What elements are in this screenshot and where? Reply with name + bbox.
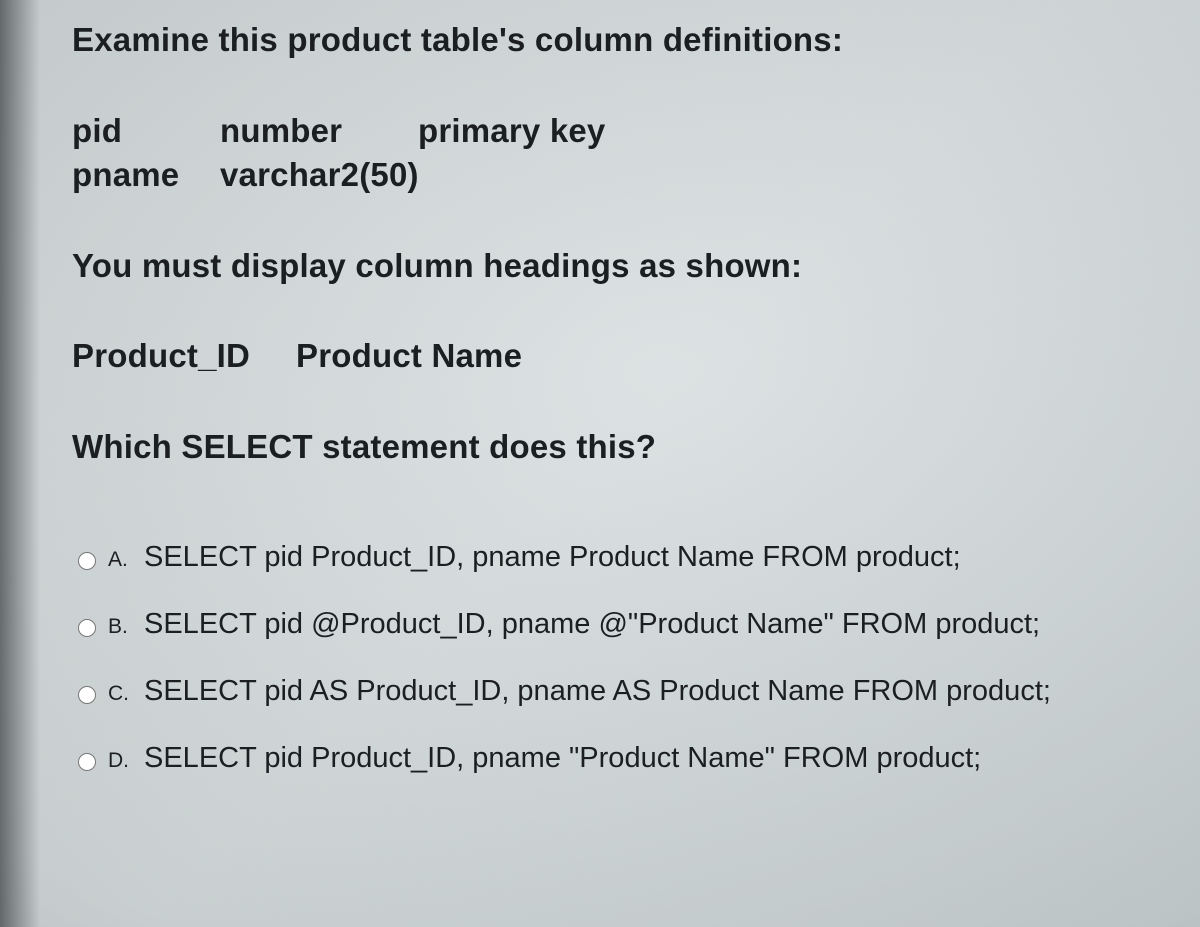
choice-text: SELECT pid @Product_ID, pname @"Product … — [144, 608, 1040, 641]
schema-row-1: pid number primary key — [72, 109, 1160, 154]
question-intro: Examine this product table's column defi… — [72, 18, 1160, 63]
schema-col-type: varchar2(50) — [220, 153, 419, 198]
choice-c[interactable]: C. SELECT pid AS Product_ID, pname AS Pr… — [78, 675, 1160, 708]
choice-text: SELECT pid Product_ID, pname Product Nam… — [144, 541, 961, 574]
choice-letter: B. — [108, 615, 132, 639]
schema-row-2: pname varchar2(50) — [72, 153, 1160, 198]
radio-b[interactable] — [78, 619, 96, 637]
choice-text: SELECT pid Product_ID, pname "Product Na… — [144, 742, 981, 775]
question-page: Examine this product table's column defi… — [0, 0, 1200, 927]
heading-1: Product_ID — [72, 334, 250, 379]
choice-text: SELECT pid AS Product_ID, pname AS Produ… — [144, 675, 1051, 708]
choice-a[interactable]: A. SELECT pid Product_ID, pname Product … — [78, 541, 1160, 574]
choice-letter: D. — [108, 749, 132, 773]
choice-letter: C. — [108, 682, 132, 706]
expected-headings: Product_ID Product Name — [72, 334, 1160, 379]
schema-col-name: pname — [72, 153, 192, 198]
choice-d[interactable]: D. SELECT pid Product_ID, pname "Product… — [78, 742, 1160, 775]
heading-2: Product Name — [296, 334, 522, 379]
schema-col-name: pid — [72, 109, 192, 154]
radio-c[interactable] — [78, 686, 96, 704]
choice-letter: A. — [108, 548, 132, 572]
question-ask: Which SELECT statement does this? — [72, 425, 1160, 470]
answer-choices: A. SELECT pid Product_ID, pname Product … — [72, 541, 1160, 775]
radio-d[interactable] — [78, 753, 96, 771]
choice-b[interactable]: B. SELECT pid @Product_ID, pname @"Produ… — [78, 608, 1160, 641]
question-mid: You must display column headings as show… — [72, 244, 1160, 289]
schema-col-extra: primary key — [418, 109, 606, 154]
schema-col-type: number — [220, 109, 390, 154]
radio-a[interactable] — [78, 552, 96, 570]
